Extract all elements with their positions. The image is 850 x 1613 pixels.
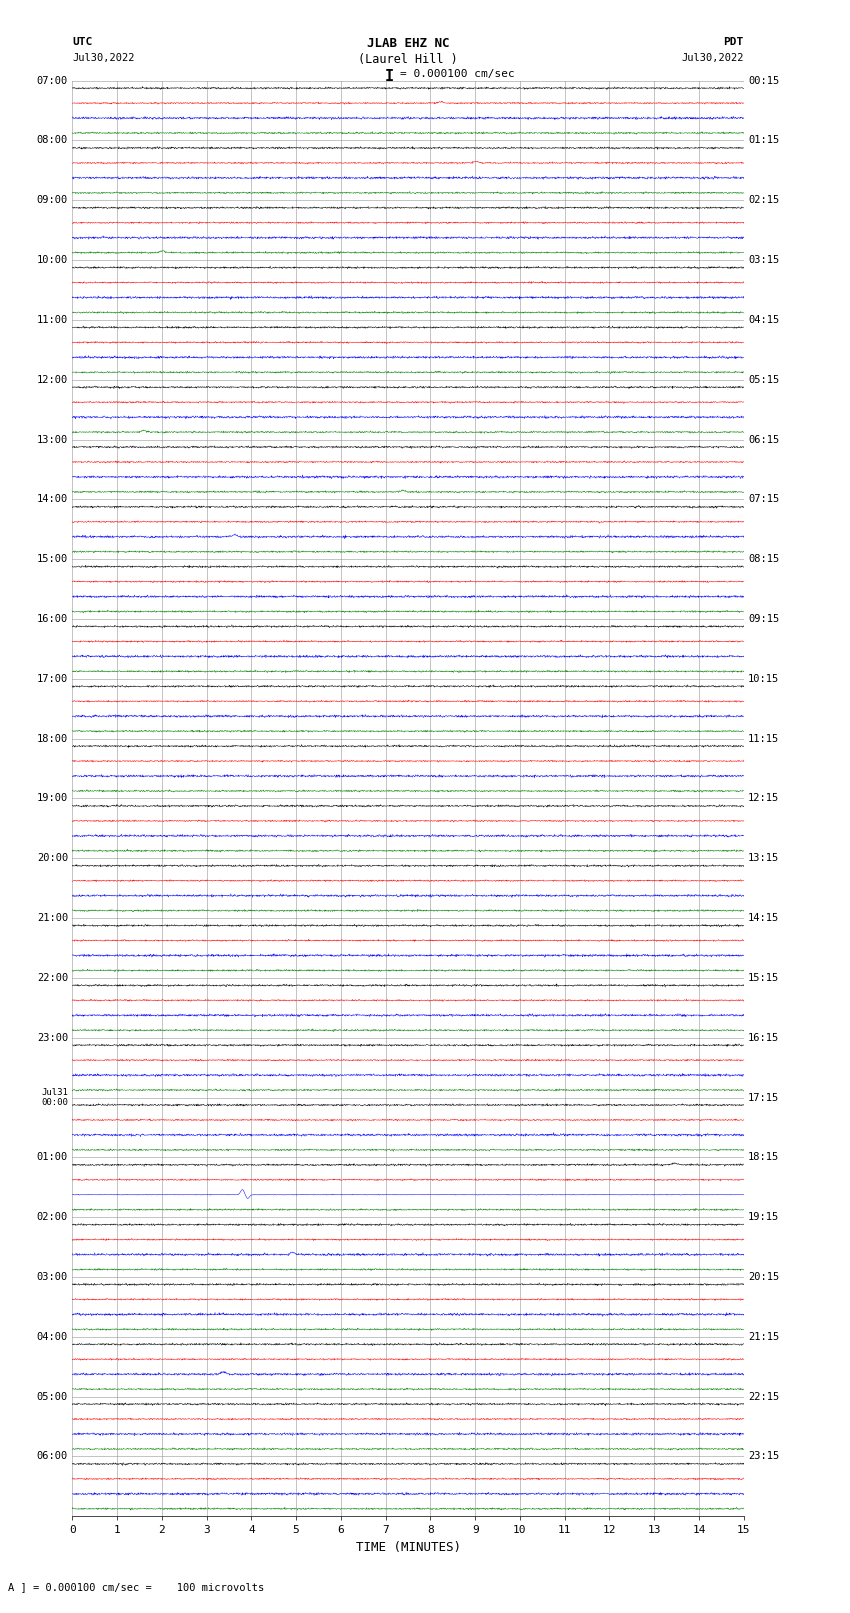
Text: 12:00: 12:00 — [37, 374, 68, 386]
Text: Jul30,2022: Jul30,2022 — [681, 53, 744, 63]
Text: 22:00: 22:00 — [37, 973, 68, 982]
Text: 06:00: 06:00 — [37, 1452, 68, 1461]
Text: 23:15: 23:15 — [748, 1452, 779, 1461]
Text: UTC: UTC — [72, 37, 93, 47]
Text: 17:15: 17:15 — [748, 1092, 779, 1103]
Text: 20:15: 20:15 — [748, 1273, 779, 1282]
Text: 04:15: 04:15 — [748, 315, 779, 324]
Text: 18:15: 18:15 — [748, 1152, 779, 1163]
Text: 01:15: 01:15 — [748, 135, 779, 145]
Text: 07:00: 07:00 — [37, 76, 68, 85]
Text: 03:00: 03:00 — [37, 1273, 68, 1282]
Text: 09:15: 09:15 — [748, 615, 779, 624]
Text: 11:00: 11:00 — [37, 315, 68, 324]
Text: 08:15: 08:15 — [748, 555, 779, 565]
Text: 07:15: 07:15 — [748, 494, 779, 505]
Text: 01:00: 01:00 — [37, 1152, 68, 1163]
Text: 03:15: 03:15 — [748, 255, 779, 265]
Text: 11:15: 11:15 — [748, 734, 779, 744]
Text: JLAB EHZ NC: JLAB EHZ NC — [366, 37, 450, 50]
Text: 06:15: 06:15 — [748, 434, 779, 445]
Text: A ] = 0.000100 cm/sec =    100 microvolts: A ] = 0.000100 cm/sec = 100 microvolts — [8, 1582, 264, 1592]
Text: 21:15: 21:15 — [748, 1332, 779, 1342]
Text: 15:00: 15:00 — [37, 555, 68, 565]
Text: 00:15: 00:15 — [748, 76, 779, 85]
X-axis label: TIME (MINUTES): TIME (MINUTES) — [355, 1540, 461, 1553]
Text: I: I — [385, 69, 394, 84]
Text: 17:00: 17:00 — [37, 674, 68, 684]
Text: 21:00: 21:00 — [37, 913, 68, 923]
Text: 05:15: 05:15 — [748, 374, 779, 386]
Text: 02:00: 02:00 — [37, 1211, 68, 1223]
Text: 08:00: 08:00 — [37, 135, 68, 145]
Text: 10:15: 10:15 — [748, 674, 779, 684]
Text: 10:00: 10:00 — [37, 255, 68, 265]
Text: 04:00: 04:00 — [37, 1332, 68, 1342]
Text: 16:00: 16:00 — [37, 615, 68, 624]
Text: 20:00: 20:00 — [37, 853, 68, 863]
Text: 05:00: 05:00 — [37, 1392, 68, 1402]
Text: 14:00: 14:00 — [37, 494, 68, 505]
Text: 22:15: 22:15 — [748, 1392, 779, 1402]
Text: 18:00: 18:00 — [37, 734, 68, 744]
Text: 19:00: 19:00 — [37, 794, 68, 803]
Text: = 0.000100 cm/sec: = 0.000100 cm/sec — [400, 69, 514, 79]
Text: 19:15: 19:15 — [748, 1211, 779, 1223]
Text: 09:00: 09:00 — [37, 195, 68, 205]
Text: Jul31
00:00: Jul31 00:00 — [41, 1087, 68, 1107]
Text: 02:15: 02:15 — [748, 195, 779, 205]
Text: 15:15: 15:15 — [748, 973, 779, 982]
Text: 12:15: 12:15 — [748, 794, 779, 803]
Text: (Laurel Hill ): (Laurel Hill ) — [358, 53, 458, 66]
Text: 13:00: 13:00 — [37, 434, 68, 445]
Text: PDT: PDT — [723, 37, 744, 47]
Text: 13:15: 13:15 — [748, 853, 779, 863]
Text: 16:15: 16:15 — [748, 1032, 779, 1042]
Text: Jul30,2022: Jul30,2022 — [72, 53, 135, 63]
Text: 14:15: 14:15 — [748, 913, 779, 923]
Text: 23:00: 23:00 — [37, 1032, 68, 1042]
